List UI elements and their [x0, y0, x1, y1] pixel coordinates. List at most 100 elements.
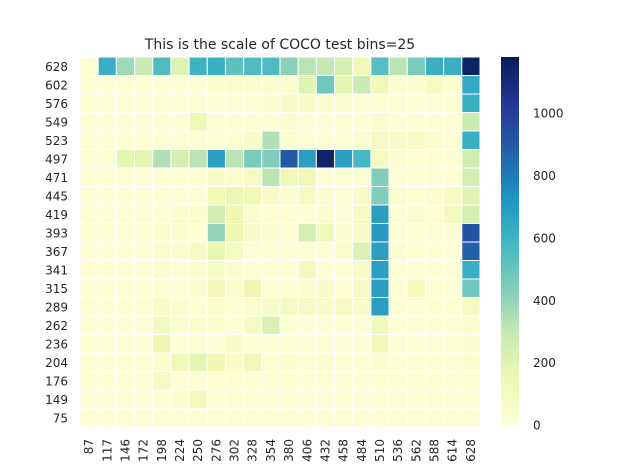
y-tick-label: 262	[45, 319, 68, 333]
heatmap-cell	[206, 130, 226, 150]
heatmap-cell	[261, 149, 281, 169]
heatmap-cell	[206, 260, 226, 280]
heatmap-cell	[206, 149, 226, 169]
heatmap-cell	[315, 278, 336, 298]
heatmap-cell	[370, 75, 390, 95]
heatmap-cell	[443, 186, 463, 206]
heatmap-cell	[261, 241, 281, 261]
heatmap-cell	[315, 93, 336, 113]
heatmap-cell	[152, 75, 172, 95]
colorbar-tick-label: 200	[533, 356, 556, 370]
heatmap-cell	[443, 334, 463, 354]
heatmap-cell	[115, 167, 136, 187]
heatmap-cell	[261, 297, 281, 317]
heatmap-cell	[115, 223, 136, 243]
heatmap-cell	[315, 371, 336, 391]
heatmap-cell	[170, 260, 190, 280]
heatmap-cell	[97, 241, 117, 261]
heatmap-cell	[388, 334, 408, 354]
heatmap-cell	[279, 93, 299, 113]
heatmap-cell	[352, 408, 372, 428]
heatmap-cell	[279, 297, 299, 317]
heatmap-cell	[134, 204, 154, 224]
heatmap-cell	[370, 130, 390, 150]
heatmap-cell	[352, 260, 372, 280]
heatmap-cell	[97, 93, 117, 113]
heatmap-cell	[406, 130, 426, 150]
heatmap-cell	[206, 352, 226, 372]
heatmap-cell	[152, 408, 172, 428]
heatmap-cell	[406, 167, 426, 187]
y-tick-label: 236	[45, 337, 68, 351]
heatmap-cell	[315, 315, 336, 335]
heatmap-cell	[97, 112, 117, 132]
x-tick-label: 510	[373, 439, 387, 462]
heatmap-cell	[206, 223, 226, 243]
heatmap-cell	[79, 408, 99, 428]
heatmap-cell	[406, 297, 426, 317]
heatmap-cell	[352, 75, 372, 95]
heatmap-cell	[188, 297, 208, 317]
heatmap-cell	[79, 223, 99, 243]
heatmap-cell	[97, 315, 117, 335]
heatmap-cell	[424, 75, 445, 95]
heatmap-cell	[134, 112, 154, 132]
heatmap-cell	[406, 223, 426, 243]
y-tick-label: 75	[53, 411, 68, 425]
heatmap-cell	[424, 315, 445, 335]
heatmap-cell	[279, 130, 299, 150]
heatmap-cell	[334, 93, 354, 113]
heatmap-cell	[97, 223, 117, 243]
heatmap-cell	[224, 130, 245, 150]
heatmap-cell	[79, 204, 99, 224]
heatmap-cell	[352, 297, 372, 317]
heatmap-cell	[170, 56, 190, 76]
heatmap-cell	[424, 223, 445, 243]
heatmap-cell	[261, 112, 281, 132]
heatmap-cell	[279, 112, 299, 132]
heatmap-cell	[115, 260, 136, 280]
heatmap-cell	[352, 186, 372, 206]
heatmap-cell	[97, 167, 117, 187]
heatmap-cell	[279, 241, 299, 261]
heatmap-cell	[261, 130, 281, 150]
heatmap-cell	[134, 56, 154, 76]
heatmap-cell	[334, 260, 354, 280]
heatmap-cell	[406, 149, 426, 169]
heatmap-cell	[279, 352, 299, 372]
heatmap-cell	[370, 389, 390, 409]
heatmap-cell	[79, 186, 99, 206]
heatmap-cell	[224, 75, 245, 95]
heatmap-cell	[224, 167, 245, 187]
heatmap-cell	[443, 223, 463, 243]
heatmap-cell	[261, 352, 281, 372]
heatmap-cell	[461, 241, 481, 261]
heatmap-cell	[152, 260, 172, 280]
heatmap-cell	[352, 223, 372, 243]
heatmap-cell	[352, 93, 372, 113]
heatmap-cell	[206, 297, 226, 317]
heatmap-cell	[134, 130, 154, 150]
heatmap-cell	[443, 389, 463, 409]
heatmap-cell	[206, 334, 226, 354]
heatmap-cell	[206, 315, 226, 335]
heatmap-cell	[370, 167, 390, 187]
heatmap-cell	[279, 371, 299, 391]
heatmap-cell	[170, 389, 190, 409]
heatmap-cell	[315, 389, 336, 409]
heatmap-cell	[224, 408, 245, 428]
heatmap-cell	[243, 75, 263, 95]
heatmap-cell	[97, 130, 117, 150]
heatmap-cell	[134, 278, 154, 298]
y-tick-label: 204	[45, 356, 68, 370]
heatmap-cell	[424, 112, 445, 132]
heatmap-cell	[134, 352, 154, 372]
heatmap-cell	[115, 112, 136, 132]
y-tick-label: 149	[45, 393, 68, 407]
heatmap-cell	[297, 130, 317, 150]
heatmap-cell	[461, 223, 481, 243]
heatmap-cell	[206, 167, 226, 187]
heatmap-cell	[115, 371, 136, 391]
heatmap-cell	[315, 204, 336, 224]
heatmap-cell	[170, 223, 190, 243]
